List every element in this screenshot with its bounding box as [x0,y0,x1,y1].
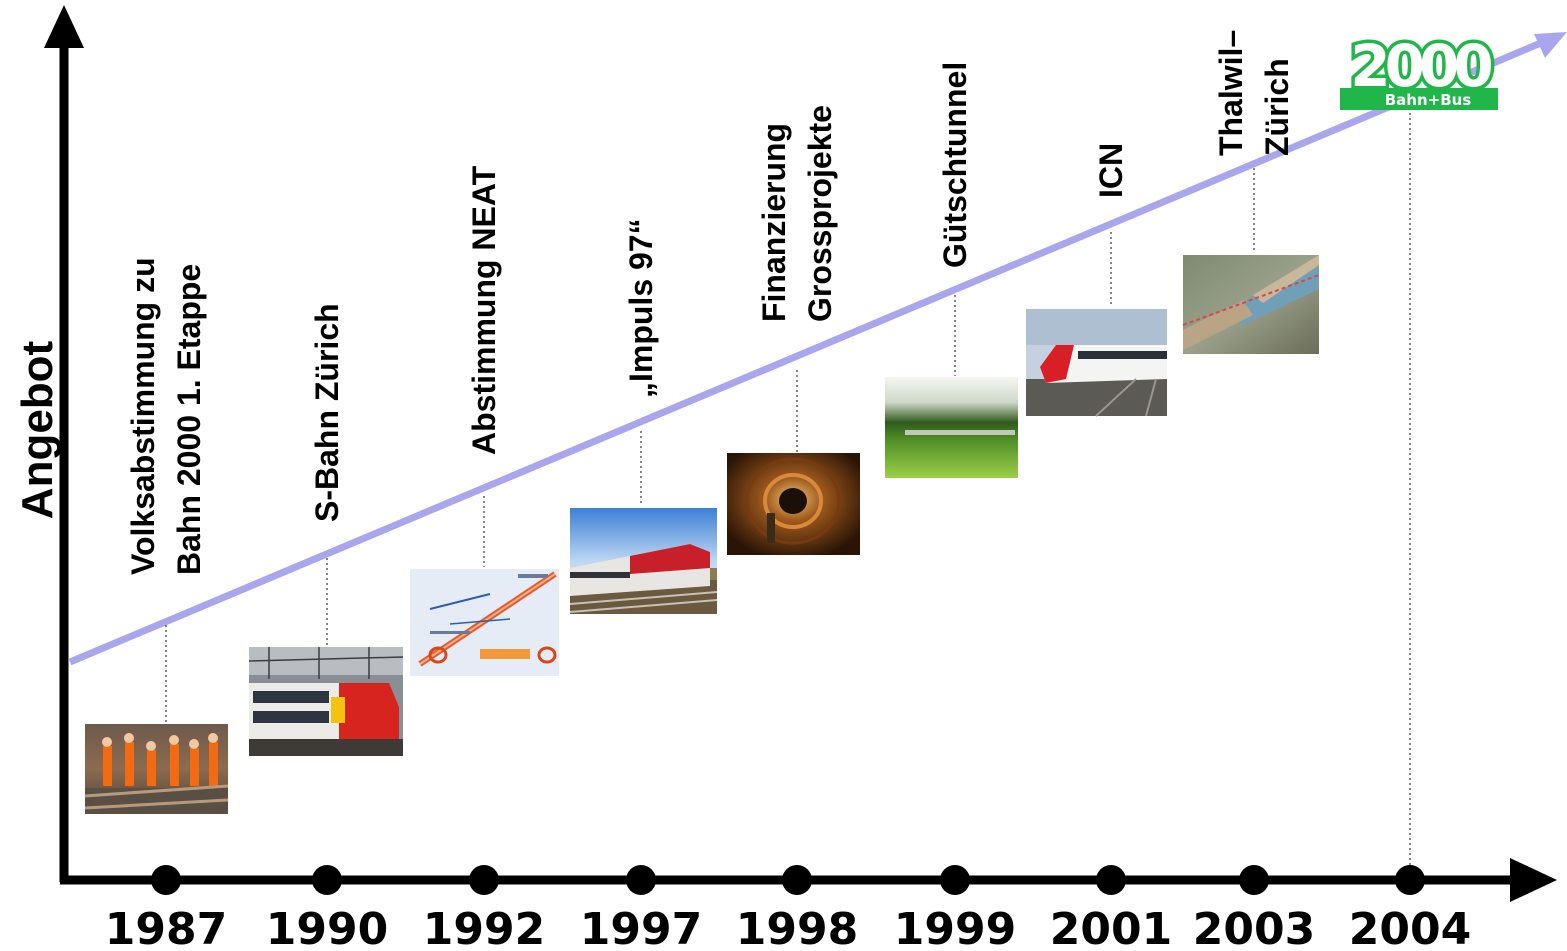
milestone-label-1987-line-2: Bahn 2000 1. Etappe [171,264,207,575]
milestone-label-1999: Gütschtunnel [937,62,973,268]
year-marker-1992 [469,865,499,895]
year-label-1990: 1990 [266,904,388,951]
year-label-2004: 2004 [1349,904,1471,951]
year-label-2003: 2003 [1193,904,1315,951]
milestone-label-1998-line-1: Finanzierung [756,123,792,322]
milestone-label-1990: S-Bahn Zürich [309,303,345,522]
tunnel-photo [727,453,860,555]
year-marker-1999 [940,865,970,895]
y-axis-label: Angebot [13,340,62,519]
milestone-label-1997: „Impuls 97“ [623,218,659,398]
year-marker-1987 [151,865,181,895]
icn-train-photo [1026,309,1167,417]
logo-number: 2000 [1350,32,1491,100]
year-marker-2004 [1395,865,1425,895]
year-marker-1990 [312,865,342,895]
logo-band [1340,88,1498,110]
neat-diagram-photo [410,569,559,676]
year-marker-1997 [626,865,656,895]
year-label-1992: 1992 [423,904,545,951]
year-marker-2001 [1096,865,1126,895]
year-label-1997: 1997 [580,904,702,951]
milestone-label-1987-line-1: Volksabstimmung zu [125,257,161,575]
year-marker-2003 [1239,865,1269,895]
y-axis [44,5,84,882]
year-labels: 1987 1990 1992 1997 1998 1999 2001 2003 2004 [105,904,1471,951]
meadow-train-photo [885,377,1018,478]
y-axis-arrowhead [44,5,84,48]
year-marker-1998 [782,865,812,895]
logo-subtitle: Bahn+Bus [1385,91,1472,109]
double-deck-train-photo [248,647,404,756]
x-axis-arrowhead [1510,858,1557,902]
year-points [151,865,1425,895]
milestone-labels: Volksabstimmung zu Bahn 2000 1. Etappe S-B… [125,30,1295,575]
milestone-label-2003-line-2: Zürich [1259,58,1295,156]
year-label-2001: 2001 [1050,904,1172,951]
year-label-1987: 1987 [105,904,227,951]
milestone-label-2003-line-1: Thalwil– [1213,30,1249,156]
aerial-photo [1182,255,1320,354]
leader-lines [165,108,1411,870]
year-label-1999: 1999 [894,904,1016,951]
milestone-label-2001: ICN [1093,143,1129,198]
milestone-label-1992: Abstimmung NEAT [466,165,502,455]
milestone-label-1998-line-2: Grossprojekte [802,105,838,322]
year-label-1998: 1998 [736,904,858,951]
offer-trend-arrow [68,32,1567,666]
bahn-2000-logo: 2000 Bahn+Bus [1340,29,1501,110]
track-workers-photo [84,724,229,814]
intercity-train-photo [569,508,718,614]
